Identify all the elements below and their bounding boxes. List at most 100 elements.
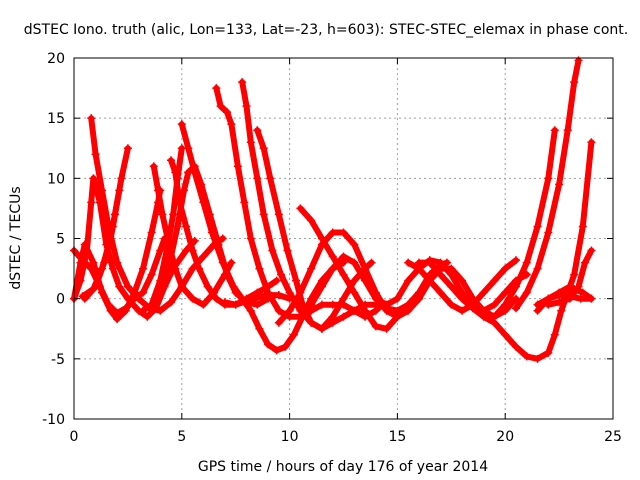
axes-ticks: 0 5 10 15 20 25 -10 -5 0 5 10 15 20	[42, 51, 622, 445]
data-point	[404, 258, 413, 267]
data-point	[246, 234, 255, 243]
data-point	[511, 294, 520, 303]
data-point	[89, 285, 98, 294]
data-point	[511, 282, 520, 291]
data-point	[220, 298, 229, 307]
data-point	[199, 252, 208, 261]
data-point	[158, 210, 167, 219]
series-pass-6	[78, 186, 124, 301]
data-point	[106, 234, 115, 243]
data-point	[212, 294, 221, 303]
grid	[74, 58, 613, 419]
data-point	[550, 330, 559, 339]
data-point	[167, 156, 176, 165]
data-point	[238, 78, 247, 87]
data-point	[458, 294, 467, 303]
series-pass-23	[511, 56, 583, 313]
data-point	[361, 306, 370, 315]
series-trace	[513, 57, 582, 312]
data-point	[233, 162, 242, 171]
data-point	[264, 340, 273, 349]
data-point	[490, 276, 499, 285]
data-point	[328, 264, 337, 273]
data-point	[274, 291, 283, 300]
data-point	[123, 144, 132, 153]
data-point	[563, 126, 572, 135]
series-pass-16	[220, 291, 294, 309]
data-point	[78, 292, 87, 301]
data-point	[227, 258, 236, 267]
data-point	[117, 174, 126, 183]
data-point	[328, 252, 337, 261]
data-point	[231, 300, 240, 309]
data-point	[171, 264, 180, 273]
series-trace	[71, 235, 168, 317]
data-point	[190, 162, 199, 171]
y-axis-label: dSTEC / TECUs	[8, 186, 24, 289]
data-point	[115, 282, 124, 291]
data-point	[253, 300, 262, 309]
data-point	[179, 186, 188, 195]
data-point	[544, 348, 553, 357]
data-point	[242, 102, 251, 111]
data-point	[266, 174, 275, 183]
data-point	[151, 294, 160, 303]
data-point	[307, 216, 316, 225]
data-point	[285, 294, 294, 303]
data-point	[167, 252, 176, 261]
series-pass-20	[404, 256, 520, 315]
data-point	[447, 282, 456, 291]
data-point	[296, 288, 305, 297]
data-point	[468, 304, 477, 313]
data-point	[425, 276, 434, 285]
x-tick-label: 10	[281, 429, 299, 445]
data-point	[173, 222, 182, 231]
data-point	[188, 246, 197, 255]
data-point	[268, 246, 277, 255]
data-point	[98, 288, 107, 297]
data-point	[115, 186, 124, 195]
x-tick-label: 15	[388, 429, 406, 445]
data-point	[106, 306, 115, 315]
data-point	[87, 114, 96, 123]
data-point	[113, 315, 122, 324]
data-point	[177, 282, 186, 291]
data-point	[212, 84, 221, 93]
data-point	[557, 306, 566, 315]
data-point	[565, 292, 574, 301]
data-point	[501, 264, 510, 273]
data-point	[110, 210, 119, 219]
data-point	[587, 138, 596, 147]
data-point	[272, 276, 281, 285]
x-tick-label: 20	[496, 429, 514, 445]
data-point	[307, 300, 316, 309]
data-point	[203, 282, 212, 291]
data-point	[371, 322, 380, 331]
data-point	[160, 276, 169, 285]
data-point	[361, 276, 370, 285]
data-point	[214, 240, 223, 249]
data-point	[339, 312, 348, 321]
y-tick-label: 0	[56, 292, 65, 308]
data-point	[143, 312, 152, 321]
data-point	[501, 330, 510, 339]
data-point	[259, 144, 268, 153]
data-point	[264, 291, 273, 300]
data-point	[113, 258, 122, 267]
data-point	[414, 258, 423, 267]
data-point	[98, 186, 107, 195]
data-point	[231, 288, 240, 297]
data-point	[285, 306, 294, 315]
data-point	[281, 342, 290, 351]
data-point	[223, 108, 232, 117]
data-point	[149, 162, 158, 171]
plot-area	[70, 56, 596, 363]
series-pass-7	[149, 162, 236, 309]
x-axis-label: GPS time / hours of day 176 of year 2014	[198, 459, 488, 475]
data-point	[522, 288, 531, 297]
y-tick-label: -5	[51, 352, 65, 368]
data-point	[147, 270, 156, 279]
data-point	[173, 174, 182, 183]
data-point	[544, 294, 553, 303]
data-point	[404, 306, 413, 315]
